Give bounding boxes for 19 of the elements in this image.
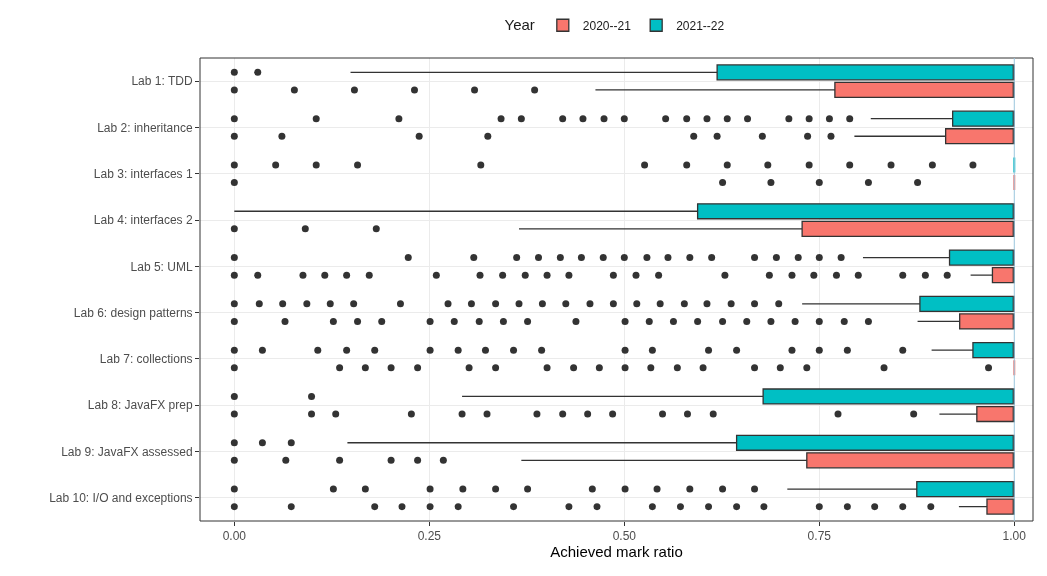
x-axis-title: Achieved mark ratio — [550, 543, 683, 561]
legend-title: Year — [504, 16, 535, 34]
y-tick-label: Lab 1: TDD — [131, 74, 193, 89]
y-tick-label: Lab 4: interfaces 2 — [93, 213, 193, 228]
x-tick-label: 0.75 — [807, 529, 832, 544]
y-tick-label: Lab 6: design patterns — [73, 305, 193, 320]
x-tick-label: 0.00 — [222, 529, 247, 544]
y-tick-label: Lab 8: JavaFX prep — [87, 398, 193, 413]
x-tick-label: 1.00 — [1002, 529, 1027, 544]
x-tick-label: 0.50 — [612, 529, 637, 544]
y-tick-label: Lab 7: collections — [99, 352, 193, 367]
y-tick-label: Lab 2: inheritance — [97, 120, 193, 135]
y-tick-label: Lab 10: I/O and exceptions — [49, 491, 193, 506]
y-tick-label: Lab 9: JavaFX assessed — [61, 444, 193, 459]
y-tick-label: Lab 5: UML — [130, 259, 193, 274]
legend-label: 2020--21 — [582, 18, 632, 33]
y-tick-label: Lab 3: interfaces 1 — [93, 166, 193, 181]
legend-label: 2021--22 — [676, 18, 725, 33]
x-tick-label: 0.25 — [417, 529, 442, 544]
